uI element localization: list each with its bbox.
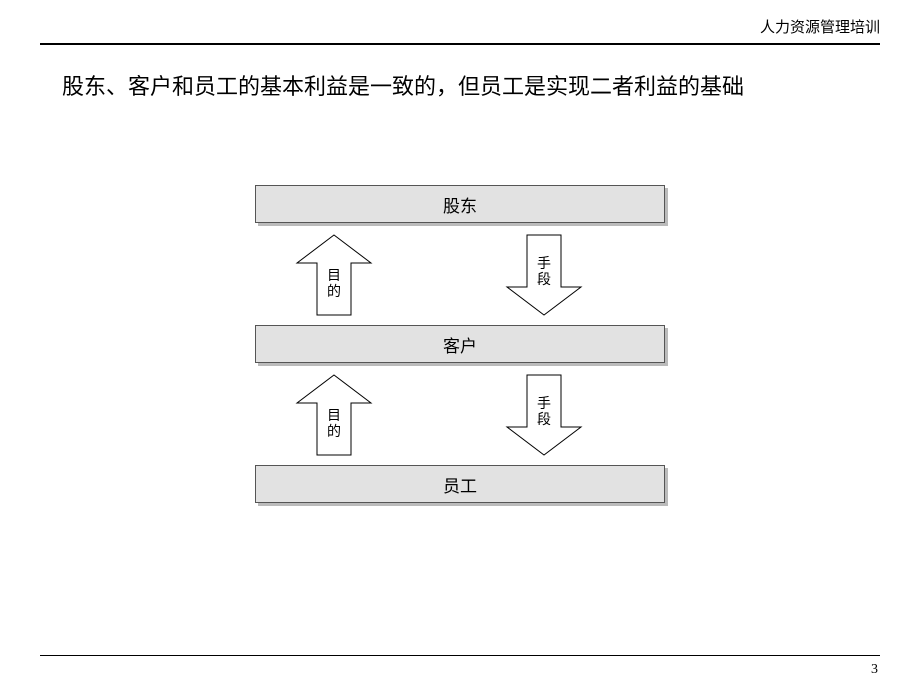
footer: 3: [0, 655, 920, 678]
arrow-label: 目的: [326, 409, 342, 441]
arrow-label: 目的: [326, 269, 342, 301]
box-label: 员工: [443, 472, 477, 497]
up-arrow-2: 目的: [293, 373, 375, 464]
stakeholder-diagram: 股东 目的 手段 客户 目的: [255, 185, 665, 503]
arrow-label: 手段: [536, 257, 552, 289]
arrow-row-1: 目的 手段: [255, 223, 665, 325]
up-arrow-1: 目的: [293, 233, 375, 324]
arrow-label: 手段: [536, 397, 552, 429]
box-employees: 员工: [255, 465, 665, 503]
header-rule: [40, 43, 880, 45]
down-arrow-1: 手段: [503, 233, 585, 324]
box-customers: 客户: [255, 325, 665, 363]
page-number: 3: [0, 656, 920, 678]
header: 人力资源管理培训: [0, 0, 920, 45]
box-shareholders: 股东: [255, 185, 665, 223]
header-label: 人力资源管理培训: [0, 0, 920, 37]
box-label: 客户: [443, 332, 477, 357]
arrow-row-2: 目的 手段: [255, 363, 665, 465]
page-title: 股东、客户和员工的基本利益是一致的，但员工是实现二者利益的基础: [62, 70, 858, 103]
box-label: 股东: [443, 192, 477, 217]
down-arrow-2: 手段: [503, 373, 585, 464]
